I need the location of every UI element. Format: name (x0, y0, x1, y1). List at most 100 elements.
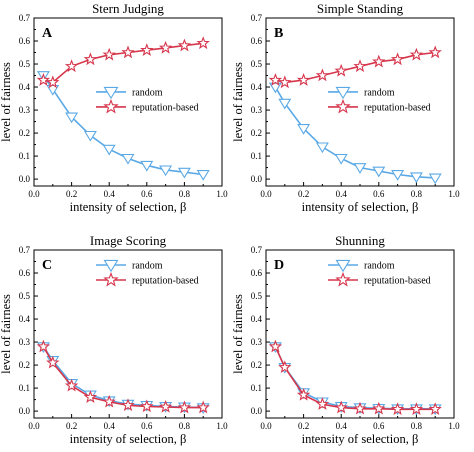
data-point (83, 130, 97, 142)
data-point (158, 40, 173, 54)
series-line (43, 42, 204, 84)
panel-letter: D (274, 258, 284, 273)
data-point (46, 355, 60, 369)
panel-letter: C (42, 258, 52, 273)
data-point (102, 144, 116, 156)
series-random (36, 342, 210, 414)
series-line (274, 346, 436, 411)
y-tick-label: 0.5 (251, 291, 263, 301)
x-tick-label: 0.0 (260, 421, 272, 431)
data-point (315, 68, 330, 82)
series-line (274, 346, 436, 410)
y-tick-label: 0.3 (19, 105, 31, 115)
y-tick-label: 0.2 (19, 128, 30, 138)
x-tick-label: 0.6 (373, 421, 385, 431)
data-point (391, 170, 405, 181)
x-tick-label: 0.0 (260, 189, 272, 199)
data-point (177, 400, 192, 414)
legend: random reputation-based (328, 259, 431, 287)
y-tick-label: 0.4 (19, 314, 31, 324)
series-reputation-based (268, 339, 442, 415)
data-point (159, 165, 173, 177)
data-point (334, 400, 348, 414)
data-point (334, 153, 348, 165)
data-point (353, 59, 367, 73)
y-tick-label: 0.1 (19, 151, 30, 161)
y-tick-label: 0.7 (19, 245, 31, 255)
data-point (428, 45, 442, 59)
panel-letter: A (42, 26, 53, 41)
data-point (64, 59, 79, 73)
data-point (409, 172, 423, 184)
y-tick-label: 0.1 (19, 383, 30, 393)
y-tick-label: 0.2 (251, 360, 262, 370)
data-point (65, 112, 79, 124)
legend-label: reputation-based (364, 276, 431, 287)
y-tick-label: 0.4 (251, 314, 263, 324)
data-point (296, 387, 311, 401)
data-point (353, 401, 367, 415)
data-point (278, 360, 292, 374)
y-tick-label: 0.4 (251, 82, 263, 92)
series-line (274, 86, 436, 179)
y-tick-label: 0.6 (19, 36, 31, 46)
data-point (315, 142, 329, 154)
x-tick-label: 0.6 (373, 189, 385, 199)
data-point (428, 402, 442, 415)
data-point (102, 394, 116, 408)
legend-label: reputation-based (132, 102, 199, 113)
legend: random reputation-based (96, 86, 199, 114)
panel-title: Simple Standing (317, 1, 404, 16)
x-tick-label: 0.4 (336, 189, 348, 199)
data-point (296, 73, 311, 86)
y-axis-label: level of fairness (231, 294, 245, 374)
x-tick-label: 0.8 (411, 189, 423, 199)
x-tick-label: 1.0 (216, 421, 228, 431)
data-point (177, 167, 191, 179)
legend-label: reputation-based (364, 102, 431, 113)
data-point (121, 153, 135, 165)
x-tick-label: 1.0 (216, 189, 228, 199)
x-tick-label: 0.4 (104, 421, 116, 431)
data-point (140, 43, 154, 56)
data-point (428, 173, 442, 185)
data-point (196, 36, 210, 50)
data-point (372, 54, 386, 68)
data-point (46, 75, 60, 89)
legend-label: random (364, 261, 395, 272)
x-tick-label: 0.8 (411, 421, 423, 431)
legend-marker (103, 259, 119, 273)
data-point (268, 82, 282, 94)
panel-d: Shunning 0.0 0.2 0.4 0.6 0.8 1.0 0.0 0.1 0.2 0.3 0.… (231, 233, 460, 446)
data-point (372, 401, 386, 415)
data-point (372, 166, 386, 178)
data-point (297, 124, 311, 135)
data-point (83, 390, 98, 403)
data-point (278, 75, 292, 89)
data-point (268, 73, 283, 86)
data-point (121, 398, 135, 412)
data-point (390, 402, 405, 415)
series-random (268, 342, 442, 416)
y-axis-label: level of fairness (231, 62, 245, 142)
data-point (36, 73, 51, 86)
y-tick-label: 0.4 (19, 82, 31, 92)
panel-a: Stern Judging 0.0 0.2 0.4 0.6 0.8 1.0 0.0 0.1 0.2… (0, 1, 228, 214)
legend: random reputation-based (328, 86, 431, 114)
y-tick-label: 0.0 (251, 174, 263, 184)
x-tick-label: 0.0 (28, 189, 40, 199)
x-tick-label: 0.4 (336, 421, 348, 431)
data-point (278, 98, 292, 110)
x-tick-label: 1.0 (448, 189, 460, 199)
series-reputation-based (36, 339, 210, 414)
y-tick-label: 0.3 (251, 105, 263, 115)
data-point (268, 339, 283, 353)
data-point (196, 400, 210, 414)
legend-marker (335, 271, 351, 287)
data-point (196, 170, 210, 181)
data-point (177, 38, 192, 52)
y-tick-label: 0.2 (251, 128, 262, 138)
y-tick-label: 0.0 (251, 406, 263, 416)
legend: random reputation-based (96, 259, 199, 287)
legend-marker (335, 259, 351, 273)
